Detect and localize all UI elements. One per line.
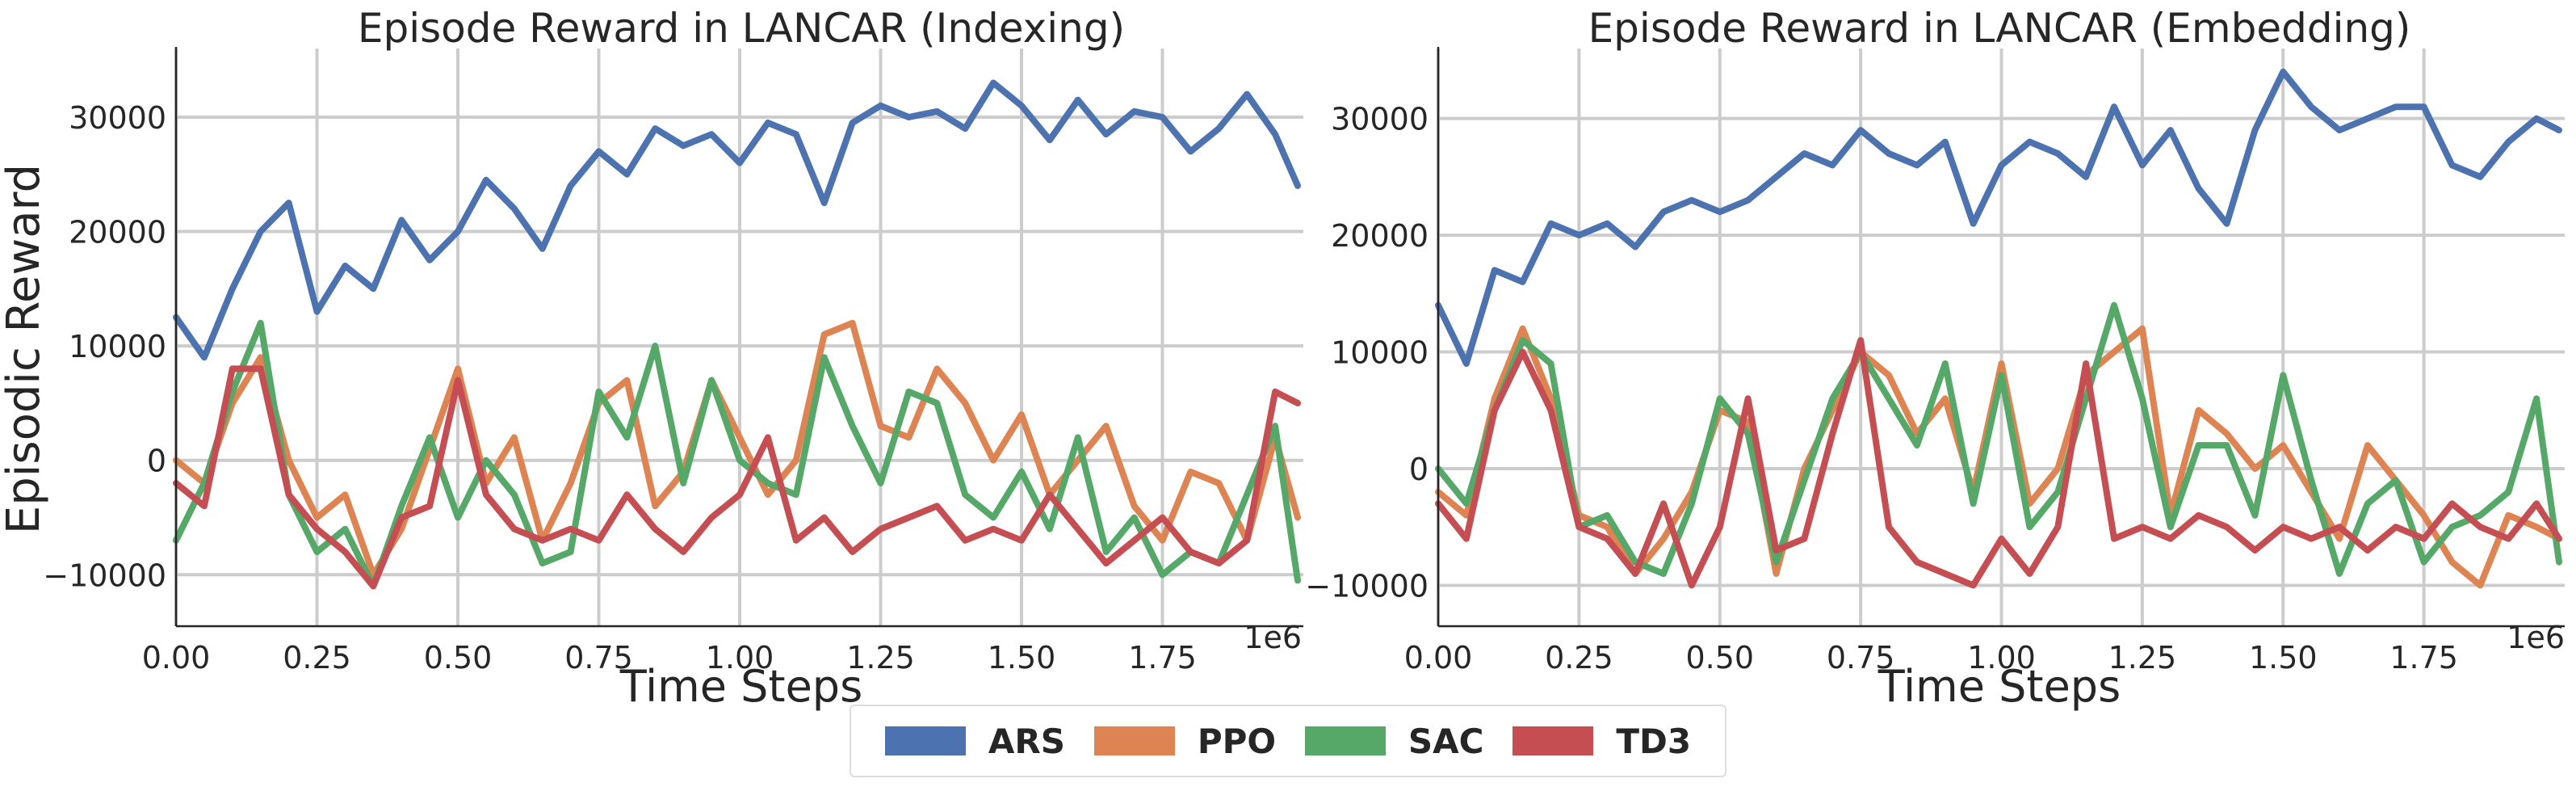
right-series-line-sac [1435,301,2562,577]
right-series-line-td3 [1435,337,2562,589]
legend-item-ppo: PPO [1093,721,1277,761]
left-y-tick-label: 20000 [69,215,166,250]
left-x-tick-label: 0.00 [142,640,211,675]
left-x-offset-label: 1e6 [1244,620,1302,655]
right-chart: 0.00 0.25 0.50 0.75 1.00 1.25 1.50 1.75 −10000 0 1… [1305,5,2565,712]
left-x-tick-label: 0.75 [564,640,633,675]
legend-swatch-ppo [1093,726,1175,755]
legend-label-td3: TD3 [1616,721,1692,761]
legend-swatch-ars [884,726,966,755]
right-x-offset-label: 1e6 [2507,620,2565,655]
left-y-tick-label: 30000 [69,100,166,136]
legend: ARS PPO SAC TD3 [850,705,1726,777]
legend-item-td3: TD3 [1512,722,1691,761]
legend-item-ars: ARS [884,721,1066,761]
left-x-tick-label: 1.00 [706,640,774,675]
left-x-tick-label: 1.25 [846,640,915,675]
left-x-tick-label: 1.75 [1128,640,1197,675]
right-x-axis-label: Time Steps [1877,661,2121,712]
left-x-tick-label: 0.50 [424,640,493,675]
legend-label-ars: ARS [988,721,1066,761]
right-x-tick-label: 0.25 [1545,640,1613,675]
legend-item-sac: SAC [1304,721,1484,761]
right-series-line-ars [1435,68,2562,367]
left-x-tick-label: 0.25 [283,640,351,675]
left-x-axis-label: Time Steps [619,661,862,712]
left-series-line-td3 [173,365,1301,590]
right-x-tick-label: 1.25 [2108,640,2177,675]
right-x-tick-label: 1.00 [1967,640,2036,675]
right-y-tick-label: 10000 [1331,335,1429,371]
right-x-tick-label: 0.50 [1685,640,1754,675]
right-x-tick-label: 1.75 [2389,640,2458,675]
left-series-line-ars [173,79,1301,361]
legend-swatch-sac [1304,726,1386,755]
right-x-tick-label: 0.75 [1827,640,1895,675]
left-chart-title: Episode Reward in LANCAR (Indexing) [358,5,1125,52]
left-y-tick-label: 0 [147,444,166,479]
right-y-tick-label: 30000 [1331,102,1429,137]
right-y-tick-label: 0 [1409,452,1429,487]
legend-swatch-td3 [1512,726,1594,755]
left-chart: 0.00 0.25 0.50 0.75 1.00 1.25 1.50 1.75 −10000 0 1… [0,5,1303,712]
left-y-tick-label: −10000 [43,558,166,593]
left-series-line-ppo [173,319,1301,579]
legend-label-ppo: PPO [1197,721,1277,761]
right-x-tick-label: 0.00 [1404,640,1473,675]
left-y-tick-label: 10000 [69,329,166,364]
left-x-tick-label: 1.50 [988,640,1056,675]
right-y-tick-label: −10000 [1305,568,1429,604]
right-y-tick-label: 20000 [1331,218,1429,254]
right-chart-title: Episode Reward in LANCAR (Embedding) [1588,5,2411,52]
y-axis-label: Episodic Reward [0,164,50,534]
legend-label-sac: SAC [1408,721,1484,761]
left-series-line-sac [173,319,1301,590]
right-x-tick-label: 1.50 [2249,640,2318,675]
